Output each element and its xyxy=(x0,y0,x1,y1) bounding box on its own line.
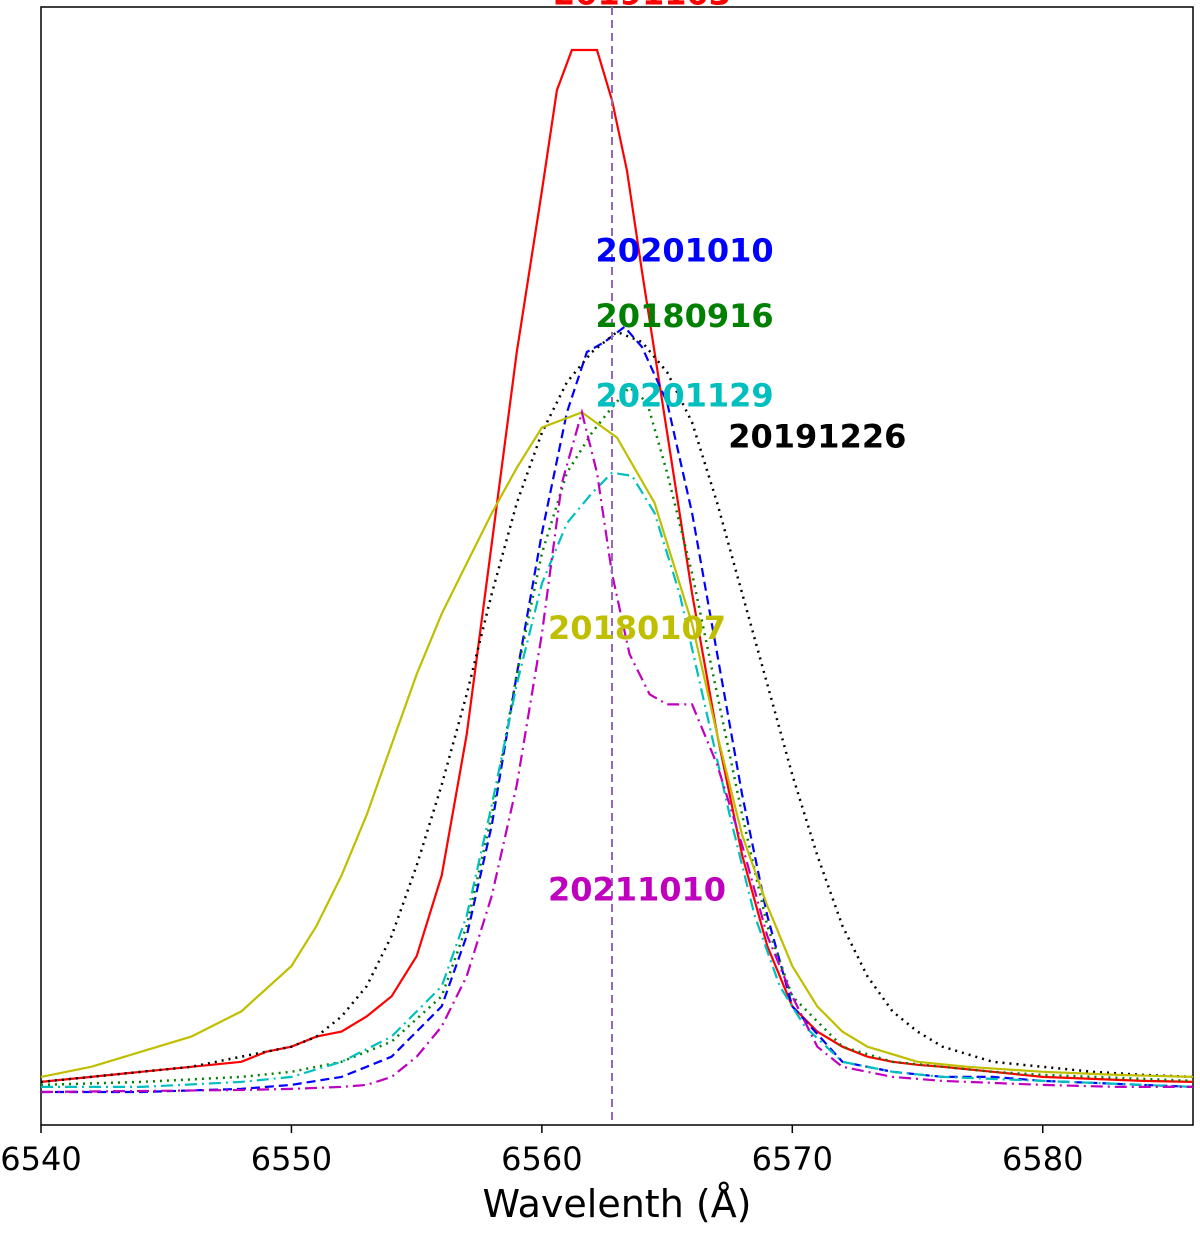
series-label-20180916: 20180916 xyxy=(596,297,774,335)
series-line-20201010 xyxy=(41,325,1194,1094)
plot-frame xyxy=(40,6,1194,1126)
series-label-20201129: 20201129 xyxy=(596,376,774,414)
series-label-20211010: 20211010 xyxy=(548,871,726,909)
series-label-20201010: 20201010 xyxy=(596,231,774,269)
x-axis: 6540 6550 6560 6570 6580 xyxy=(0,1125,1083,1178)
x-tick-label: 6540 xyxy=(0,1140,81,1178)
x-axis-title: Wavelenth (Å) xyxy=(482,1182,751,1226)
series-line-20211010 xyxy=(40,408,1193,1094)
series-label-20180107: 20180107 xyxy=(548,609,726,647)
series-line-20191103 xyxy=(40,48,1194,1083)
series-line-20191226 xyxy=(40,330,1194,1084)
x-tick-label: 6580 xyxy=(1002,1140,1083,1178)
annotation-layer: 20191103 20201010 20180916 20201129 20191226… xyxy=(548,0,906,909)
x-tick-label: 6550 xyxy=(251,1140,332,1178)
series-line-20180107 xyxy=(40,411,1194,1078)
series-line-20180916 xyxy=(40,385,1194,1087)
x-tick-label: 6560 xyxy=(501,1140,582,1178)
series-line-20201129 xyxy=(41,471,1194,1088)
x-tick-label: 6570 xyxy=(752,1140,833,1178)
series-label-20191226: 20191226 xyxy=(728,418,906,456)
series-label-20191103: 20191103 xyxy=(553,0,731,13)
series-layer xyxy=(40,48,1194,1094)
